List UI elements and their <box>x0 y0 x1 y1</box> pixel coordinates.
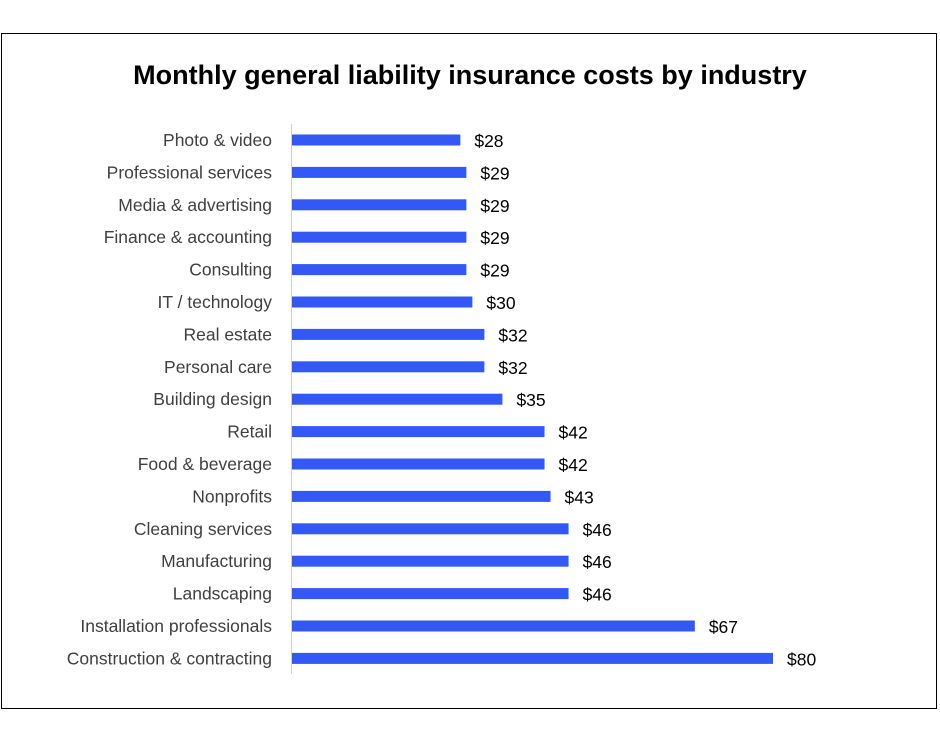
category-label: Landscaping <box>173 584 272 604</box>
category-label: Installation professionals <box>80 616 272 636</box>
category-label: Photo & video <box>163 130 272 150</box>
bar <box>292 490 551 502</box>
category-label: Manufacturing <box>161 551 272 571</box>
category-label: IT / technology <box>158 292 273 312</box>
chart-frame <box>1 33 937 709</box>
data-label: $28 <box>474 131 503 151</box>
category-label: Construction & contracting <box>67 648 272 668</box>
category-label: Professional services <box>107 162 273 182</box>
chart-title: Monthly general liability insurance cost… <box>133 60 807 90</box>
category-label: Media & advertising <box>118 195 272 215</box>
bar <box>292 652 773 664</box>
category-label: Nonprofits <box>192 486 272 506</box>
bar <box>292 555 569 567</box>
category-label: Consulting <box>189 260 272 280</box>
data-label: $32 <box>498 325 527 345</box>
bar <box>292 199 467 211</box>
bar <box>292 458 545 470</box>
data-label: $46 <box>583 585 612 605</box>
data-label: $29 <box>480 261 509 281</box>
data-label: $35 <box>516 390 545 410</box>
data-label: $42 <box>559 423 588 443</box>
category-label: Finance & accounting <box>104 227 272 247</box>
bar <box>292 231 467 243</box>
bar <box>292 361 485 373</box>
bar <box>292 296 473 308</box>
category-label: Food & beverage <box>138 454 272 474</box>
data-label: $43 <box>565 487 594 507</box>
category-label: Personal care <box>164 357 272 377</box>
data-label: $42 <box>559 455 588 475</box>
bar <box>292 620 695 632</box>
bar <box>292 264 467 276</box>
data-label: $46 <box>583 520 612 540</box>
category-label: Cleaning services <box>134 519 272 539</box>
data-label: $67 <box>709 617 738 637</box>
data-label: $30 <box>486 293 515 313</box>
bar <box>292 134 461 146</box>
category-label: Building design <box>153 389 272 409</box>
data-label: $29 <box>480 196 509 216</box>
category-label: Real estate <box>183 324 272 344</box>
category-label: Retail <box>227 422 272 442</box>
data-label: $46 <box>583 552 612 572</box>
data-label: $32 <box>498 358 527 378</box>
data-label: $29 <box>480 163 509 183</box>
bar <box>292 393 503 405</box>
data-label: $29 <box>480 228 509 248</box>
bar <box>292 328 485 340</box>
data-label: $80 <box>787 649 816 669</box>
bar <box>292 426 545 438</box>
bar <box>292 166 467 178</box>
bar <box>292 588 569 600</box>
bar <box>292 523 569 535</box>
